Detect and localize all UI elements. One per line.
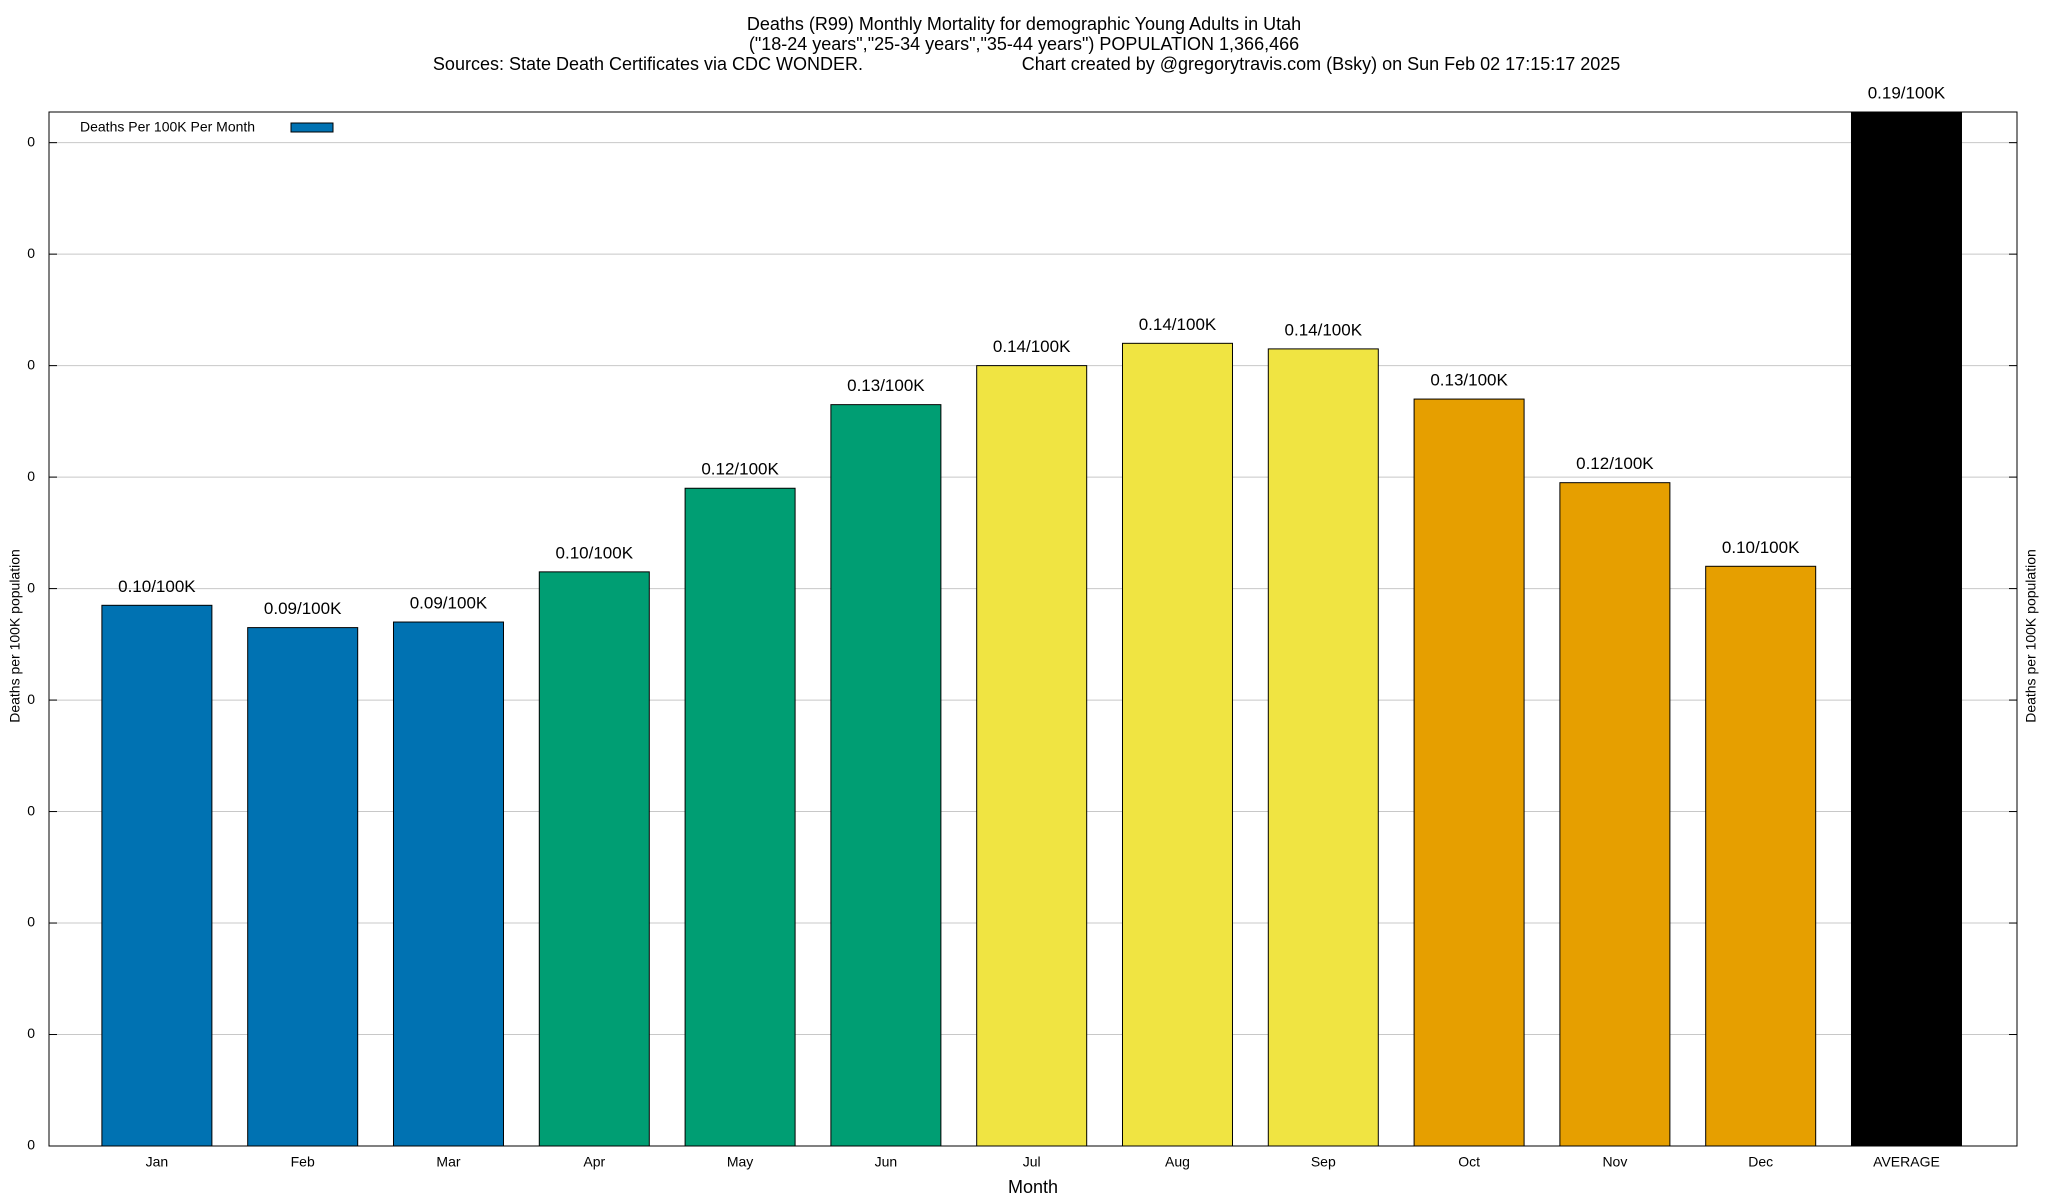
bar [392, 621, 504, 1146]
value-label: 0.10/100K [556, 543, 634, 562]
bar [1850, 112, 1962, 1146]
value-label: 0.13/100K [1430, 371, 1508, 390]
x-tick-label: Jan [146, 1154, 169, 1170]
plot-frame [48, 111, 2018, 1147]
y-tick-label: 0 [27, 691, 35, 707]
x-tick-label: Jul [1023, 1154, 1041, 1170]
y-tick-label: 0 [27, 468, 35, 484]
value-label: 0.13/100K [847, 376, 925, 395]
value-label: 0.14/100K [1139, 315, 1217, 334]
bar [976, 365, 1088, 1146]
x-tick-label: Oct [1458, 1154, 1480, 1170]
y-tick-label: 0 [27, 1137, 35, 1153]
bar [1413, 398, 1525, 1146]
x-tick-label: AVERAGE [1873, 1154, 1940, 1170]
value-label: 0.14/100K [993, 337, 1071, 356]
chart-title: Deaths (R99) Monthly Mortality for demog… [747, 14, 1301, 34]
value-label: 0.19/100K [1868, 83, 1946, 102]
y2-axis-label: Deaths per 100K population [2023, 549, 2039, 723]
bar [538, 571, 650, 1146]
bar [1705, 565, 1817, 1146]
y-tick-label: 0 [27, 245, 35, 261]
bar [1121, 342, 1233, 1146]
chart-subtitle: ("18-24 years","25-34 years","35-44 year… [749, 34, 1299, 54]
x-tick-label: Sep [1311, 1154, 1336, 1170]
source: Sources: State Death Certificates via CD… [433, 54, 863, 74]
x-tick-label: Mar [436, 1154, 460, 1170]
value-label: 0.12/100K [1576, 454, 1654, 473]
bar [1559, 482, 1671, 1146]
value-label: 0.12/100K [701, 460, 779, 479]
x-tick-label: Dec [1748, 1154, 1773, 1170]
legend-label: Deaths Per 100K Per Month [80, 119, 255, 135]
value-label: 0.09/100K [264, 599, 342, 618]
x-axis-label: Month [1008, 1177, 1058, 1197]
bar [101, 604, 213, 1146]
legend-swatch [290, 122, 334, 133]
y-tick-label: 0 [27, 914, 35, 930]
value-label: 0.09/100K [410, 594, 488, 613]
x-tick-label: Nov [1602, 1154, 1627, 1170]
x-tick-label: Jun [875, 1154, 898, 1170]
y-tick-label: 0 [27, 1025, 35, 1041]
x-tick-label: May [727, 1154, 753, 1170]
bar [247, 627, 359, 1146]
bar [1267, 348, 1379, 1146]
y-tick-label: 0 [27, 356, 35, 372]
y-axis-label: Deaths per 100K population [7, 549, 23, 723]
y-tick-label: 0 [27, 133, 35, 149]
bar [684, 487, 796, 1146]
value-label: 0.10/100K [1722, 538, 1800, 557]
x-tick-label: Aug [1165, 1154, 1190, 1170]
y-tick-label: 0 [27, 802, 35, 818]
x-tick-label: Feb [291, 1154, 315, 1170]
bar [830, 404, 942, 1146]
credit: Chart created by @gregorytravis.com (Bsk… [1022, 54, 1621, 74]
x-tick-label: Apr [583, 1154, 605, 1170]
value-label: 0.14/100K [1285, 320, 1363, 339]
value-label: 0.10/100K [118, 577, 196, 596]
y-tick-label: 0 [27, 579, 35, 595]
